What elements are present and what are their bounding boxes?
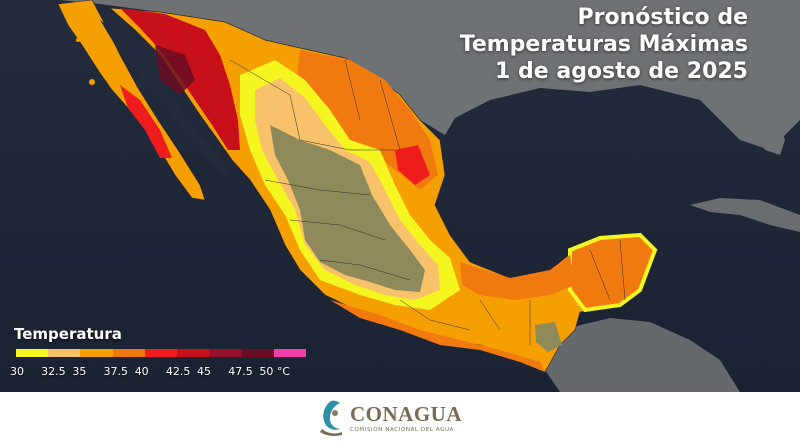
chiapas-highlands: [535, 322, 562, 352]
conagua-emblem-icon: [320, 400, 342, 436]
legend-tick-label: 45: [197, 365, 212, 378]
hot-zone-baja: [120, 85, 172, 158]
central-highlands: [270, 125, 425, 292]
legend-swatch: [241, 349, 274, 357]
legend-tick-label: 35: [72, 365, 87, 378]
state-borders: [229, 59, 626, 345]
usa-landmass: [60, 0, 800, 150]
central-america-landmass: [545, 318, 740, 392]
legend-swatch: [273, 349, 306, 357]
map-title: Pronóstico de Temperaturas Máximas 1 de …: [460, 4, 748, 85]
extreme-zone-sonora: [155, 45, 195, 95]
title-line-1: Pronóstico de: [577, 5, 749, 30]
brand-name: CONAGUA: [350, 402, 462, 426]
title-line-3: 1 de agosto de 2025: [495, 59, 748, 84]
forecast-map: Pronóstico de Temperaturas Máximas 1 de …: [0, 0, 800, 392]
hot-zone-tamaulipas: [395, 145, 430, 185]
legend-tick-label: 37.5: [103, 365, 129, 378]
legend-color-bar: [16, 349, 306, 357]
conagua-logo: CONAGUA COMISIÓN NACIONAL DEL AGUA: [318, 399, 462, 437]
footer: CONAGUA COMISIÓN NACIONAL DEL AGUA: [0, 392, 800, 445]
hot-zone-pacific-coast: [330, 300, 545, 372]
island: [76, 38, 80, 42]
legend-swatch: [80, 349, 113, 357]
legend-tick-label: 32.5: [41, 365, 66, 378]
legend-tick-label: 42.5: [165, 365, 191, 378]
map-canvas: [0, 0, 800, 392]
gulf-of-california: [100, 20, 232, 175]
legend-title: Temperatura: [14, 325, 122, 343]
legend-swatch: [144, 349, 178, 357]
island: [89, 79, 95, 85]
legend-swatch: [112, 349, 145, 357]
legend-swatch: [48, 349, 81, 357]
legend-tick-label: 47.5: [228, 365, 253, 378]
hot-zone-gulf-coast: [460, 255, 575, 300]
hot-zone-sonora: [120, 8, 240, 150]
legend-swatch: [209, 349, 242, 357]
title-line-2: Temperaturas Máximas: [459, 32, 748, 57]
legend-tick-label: 30: [10, 365, 24, 378]
florida-landmass: [735, 80, 785, 155]
temperature-legend: Temperatura 30 32.5 35 37.5 40 42.5 45 47.5 50 °…: [8, 325, 308, 381]
legend-ticks: 30 32.5 35 37.5 40 42.5 45 47.5 50 °C: [8, 365, 308, 381]
cuba-landmass: [690, 198, 800, 232]
brand-subtitle: COMISIÓN NACIONAL DEL AGUA: [350, 427, 454, 433]
legend-swatch: [177, 349, 210, 357]
legend-tick-label: 50 °C: [259, 365, 291, 378]
legend-swatch: [16, 349, 49, 357]
legend-tick-label: 40: [134, 365, 149, 378]
